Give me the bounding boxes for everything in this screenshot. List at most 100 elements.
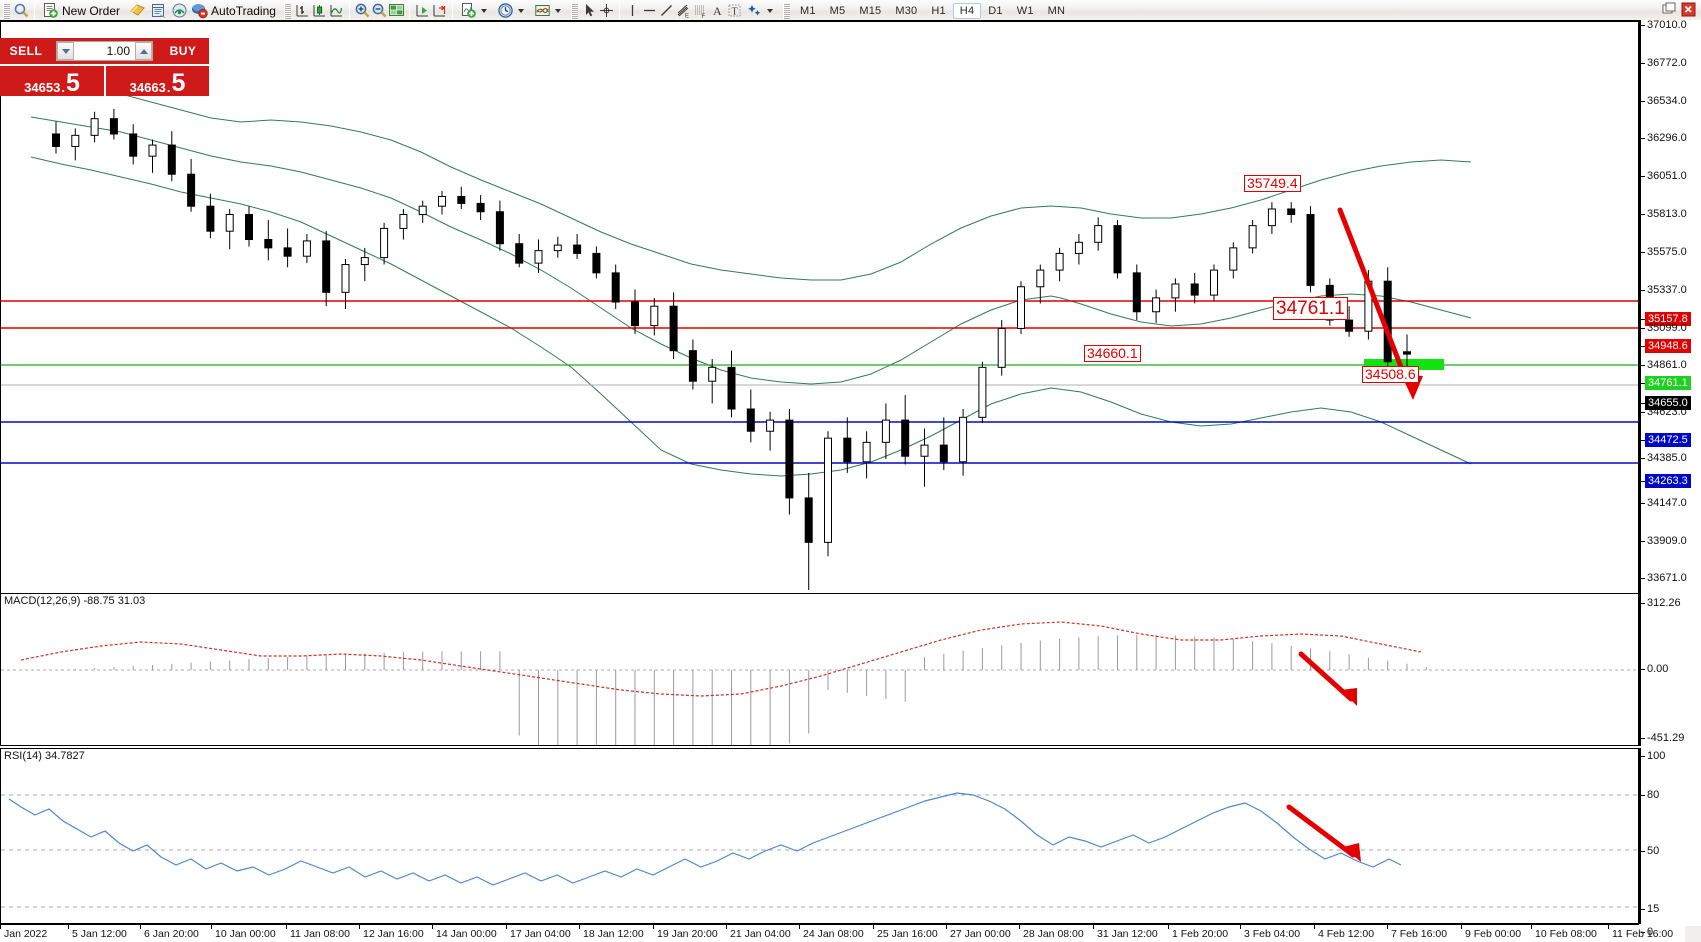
price-axis-label: 0 [1647,926,1654,938]
macd-label: MACD(12,26,9) -88.75 31.03 [4,595,146,607]
main-chart-pane[interactable] [0,20,1639,593]
toolbar-grip-3[interactable] [570,2,578,19]
cursor-icon[interactable] [581,2,598,19]
price-tick [1641,669,1645,670]
timeframe-mn[interactable]: MN [1047,4,1066,17]
close-icon[interactable] [1681,2,1698,19]
templates-button[interactable] [531,1,568,21]
buy-price-display[interactable]: 34663 . 5 [104,64,209,96]
toolbar-grip[interactable] [3,2,10,19]
data-window-icon[interactable] [150,2,167,19]
period-chevron-down-icon[interactable] [517,8,524,13]
timeframe-m1[interactable]: M1 [799,4,816,17]
main-price-scale[interactable]: 37010.0 36772.0 36534.0 36296.0 36051.0 35813… [1639,19,1701,697]
line-chart-icon[interactable] [328,2,345,19]
resize-corner[interactable] [1685,926,1701,942]
window-restore-icon[interactable] [1662,2,1679,19]
text-icon[interactable]: A [709,2,726,19]
time-axis-label: 31 Jan 12:00 [1097,928,1158,940]
buy-price-main: 34663 [129,80,166,95]
horizontal-line-icon[interactable] [641,2,658,19]
equidistant-channel-icon[interactable]: E [675,2,692,20]
annotation-tag-34761[interactable]: 34761.1 [1273,297,1348,320]
time-axis-label: 11 Jan 08:00 [290,928,350,940]
price-tick [1641,578,1645,579]
annotation-tag-34508[interactable]: 34508.6 [1362,366,1419,383]
vertical-line-icon[interactable] [624,2,641,19]
price-axis-label: 33671.0 [1647,572,1687,584]
time-tick [653,925,654,929]
time-scale[interactable]: Jan 2022 5 Jan 12:00 6 Jan 20:00 10 Jan 00:… [0,924,1673,942]
buy-button[interactable]: BUY [157,38,209,64]
price-level-tag[interactable]: 35157.8 [1645,312,1691,326]
toolbar-separator-2 [348,2,350,19]
rsi-price-scale[interactable]: 100 80 50 15 0 [1639,748,1701,938]
rsi-pane[interactable]: RSI(14) 34.7827 [0,748,1639,924]
price-level-tag[interactable]: 34472.5 [1645,433,1691,447]
time-tick [579,925,580,929]
sell-button[interactable]: SELL [0,38,52,64]
objects-button[interactable] [743,1,780,21]
price-tick [1641,365,1645,366]
chart-shift-icon[interactable] [414,2,431,19]
timeframe-d1[interactable]: D1 [988,4,1003,17]
timeframe-m30[interactable]: M30 [895,4,918,17]
price-axis-label: 36534.0 [1647,95,1687,107]
expert-advisor-icon[interactable] [129,2,146,19]
annotation-tag-35749[interactable]: 35749.4 [1244,175,1301,192]
candlestick-chart-icon[interactable] [311,2,328,19]
rsi-chart-svg [1,792,1638,908]
price-tick [1641,756,1645,757]
period-button[interactable] [494,1,531,21]
zoom-in-icon[interactable] [354,2,371,19]
annotation-tag-34660[interactable]: 34660.1 [1084,345,1141,362]
time-axis-label: 7 Feb 16:00 [1391,928,1448,940]
price-axis-line [1639,20,1641,593]
price-level-tag[interactable]: 34948.6 [1645,339,1691,353]
svg-text:F: F [701,14,705,19]
time-tick [1019,925,1020,929]
zoom-out-icon[interactable] [371,2,388,19]
time-tick [726,925,727,929]
fibonacci-icon[interactable]: F [692,2,709,20]
volume-input[interactable]: 1.00 [106,44,130,58]
trendline-icon[interactable] [658,2,675,19]
sell-price-display[interactable]: 34653 . 5 [0,64,104,96]
indicators-chevron-down-icon[interactable] [480,8,487,13]
new-order-button[interactable]: New Order [39,1,125,21]
autotrading-button[interactable]: AutoTrading [188,1,281,21]
magnifier-icon[interactable] [13,2,30,19]
time-tick [1168,925,1169,929]
auto-scroll-icon[interactable] [431,2,448,19]
price-level-tag[interactable]: 34655.0 [1645,396,1691,410]
tile-windows-icon[interactable] [388,2,405,19]
volume-increment-button[interactable] [135,42,152,60]
timeframe-h4[interactable]: H4 [952,2,982,19]
objects-chevron-down-icon[interactable] [766,8,773,13]
volume-decrement-button[interactable] [57,42,74,60]
indicators-button[interactable] [457,1,494,21]
toolbar-grip-4[interactable] [782,2,790,19]
text-label-icon[interactable]: T [726,2,743,19]
price-axis-label: 36296.0 [1647,132,1687,144]
time-tick [873,925,874,929]
price-tick [1641,319,1645,320]
timeframe-h1[interactable]: H1 [931,4,946,17]
price-level-tag[interactable]: 34263.3 [1645,474,1691,488]
price-axis-label: 36051.0 [1647,170,1687,182]
bar-chart-icon[interactable] [294,2,311,19]
price-level-tag[interactable]: 34761.1 [1645,376,1691,390]
toolbar-grip-2[interactable] [283,2,291,19]
timeframe-w1[interactable]: W1 [1016,4,1034,17]
timeframe-m5[interactable]: M5 [829,4,846,17]
templates-chevron-down-icon[interactable] [554,8,561,13]
time-tick [1387,925,1388,929]
macd-pane[interactable]: MACD(12,26,9) -88.75 31.03 [0,593,1639,746]
crosshair-icon[interactable] [598,2,615,19]
autotrading-label: AutoTrading [211,3,276,18]
one-click-trading-panel[interactable]: SELL 1.00 BUY 34653 . 5 34663 . 5 [0,38,209,96]
price-axis-label: 312.26 [1647,597,1681,609]
macd-price-scale[interactable]: 312.26 0.00 -451.29 [1639,593,1701,746]
timeframe-m15[interactable]: M15 [859,4,882,17]
navigator-icon[interactable] [171,2,188,19]
